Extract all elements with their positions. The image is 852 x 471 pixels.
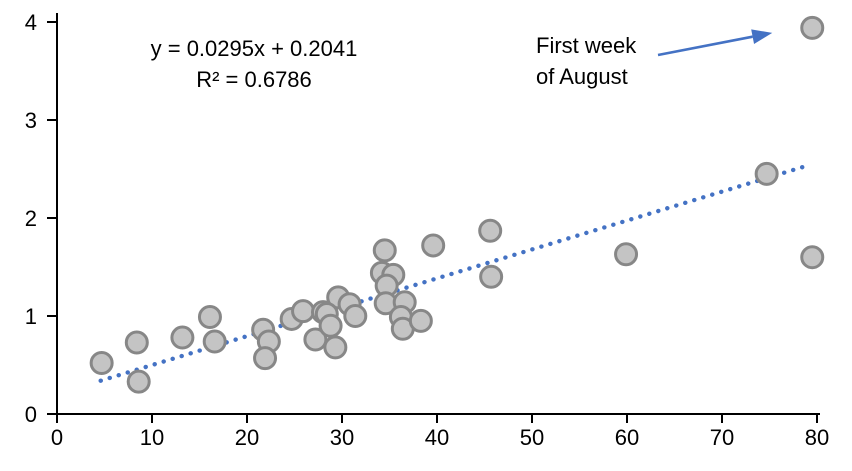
data-point (303, 327, 328, 352)
data-point (124, 330, 149, 355)
x-tick-label: 20 (235, 425, 259, 450)
x-tick-label: 80 (805, 425, 829, 450)
x-tick-label: 60 (615, 425, 639, 450)
data-point (197, 304, 222, 329)
trendline-equation-block: y = 0.0295x + 0.2041 R² = 0.6786 (104, 33, 404, 95)
annotation-arrow (657, 29, 773, 57)
y-tick-label: 2 (25, 206, 37, 231)
data-points (89, 15, 825, 394)
x-tick-label: 50 (520, 425, 544, 450)
data-point (614, 242, 639, 267)
x-tick-label: 10 (140, 425, 164, 450)
axes: 0 10 20 30 40 50 60 70 80 0 1 2 3 4 (25, 10, 829, 450)
data-point (372, 238, 397, 263)
data-point (478, 218, 503, 243)
annotation-line-2: of August (536, 64, 628, 89)
annotation-line-1: First week (536, 33, 637, 58)
data-point (754, 161, 779, 186)
data-point (202, 329, 227, 354)
trendline-r-squared-label: R² = 0.6786 (196, 67, 312, 92)
y-tick-label: 3 (25, 108, 37, 133)
data-point (421, 233, 446, 258)
data-point (800, 245, 825, 270)
x-tick-label: 40 (425, 425, 449, 450)
data-point (89, 351, 114, 376)
x-tick-label: 0 (51, 425, 63, 450)
data-point (253, 346, 278, 371)
data-point (126, 369, 151, 394)
arrow-head (751, 29, 773, 45)
x-tick-label: 70 (710, 425, 734, 450)
trendline-equation-label: y = 0.0295x + 0.2041 (150, 36, 358, 61)
y-tick-label: 0 (25, 402, 37, 427)
data-point (408, 308, 433, 333)
data-point (479, 264, 504, 289)
arrow-shaft (657, 35, 753, 57)
data-point (800, 15, 825, 40)
x-tick-label: 30 (330, 425, 354, 450)
data-point (343, 304, 368, 328)
y-tick-label: 1 (25, 304, 37, 329)
y-tick-label: 4 (25, 10, 37, 35)
data-point (291, 299, 316, 324)
data-point (170, 325, 195, 350)
data-point (318, 313, 343, 338)
data-point (323, 335, 348, 360)
annotation-text-block: First week of August (536, 30, 636, 92)
